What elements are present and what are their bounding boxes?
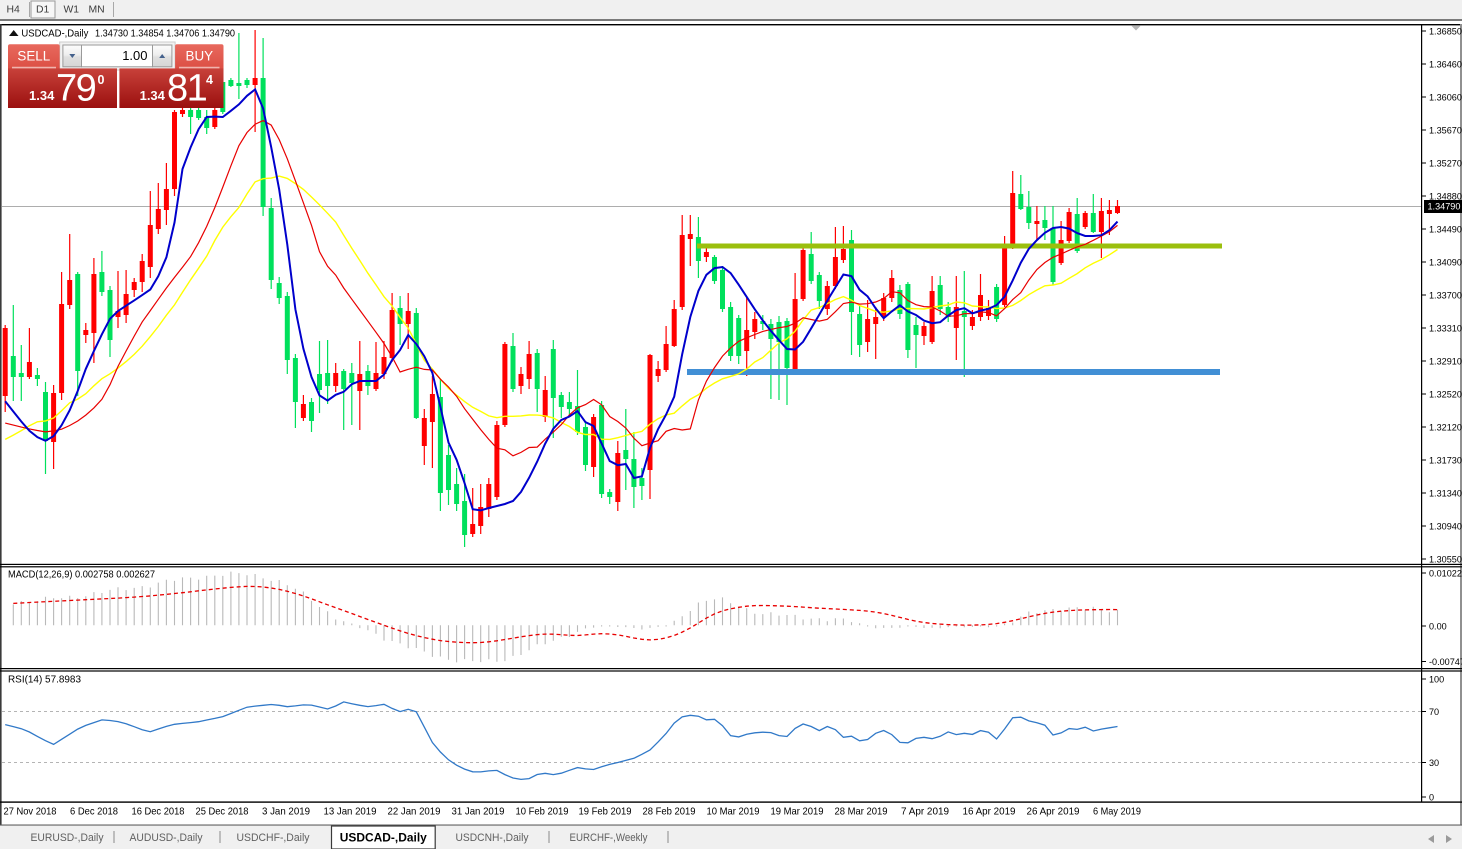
svg-text:1.34790: 1.34790	[1428, 202, 1461, 212]
svg-text:MACD(12,26,9) 0.002758 0.00262: MACD(12,26,9) 0.002758 0.002627	[8, 569, 155, 580]
svg-text:13 Jan 2019: 13 Jan 2019	[324, 807, 377, 818]
svg-text:1.33700: 1.33700	[1429, 291, 1462, 301]
svg-text:3 Jan 2019: 3 Jan 2019	[262, 807, 310, 818]
svg-text:0: 0	[1429, 793, 1434, 803]
svg-text:81: 81	[167, 68, 207, 110]
svg-text:10 Mar 2019: 10 Mar 2019	[707, 807, 760, 818]
svg-text:RSI(14) 57.8983: RSI(14) 57.8983	[8, 674, 81, 685]
svg-text:1.35670: 1.35670	[1429, 126, 1462, 136]
svg-text:0.00: 0.00	[1429, 622, 1447, 632]
svg-text:1.34880: 1.34880	[1429, 192, 1462, 202]
svg-text:6 Dec 2018: 6 Dec 2018	[70, 807, 118, 818]
svg-text:1.32520: 1.32520	[1429, 390, 1462, 400]
svg-text:16 Dec 2018: 16 Dec 2018	[132, 807, 185, 818]
svg-text:26 Apr 2019: 26 Apr 2019	[1027, 807, 1080, 818]
svg-text:USDCAD-,Daily: USDCAD-,Daily	[21, 28, 89, 39]
svg-text:22 Jan 2019: 22 Jan 2019	[388, 807, 441, 818]
svg-text:19 Mar 2019: 19 Mar 2019	[771, 807, 824, 818]
svg-text:6 May 2019: 6 May 2019	[1093, 807, 1141, 818]
svg-text:70: 70	[1429, 707, 1439, 717]
svg-text:1.34490: 1.34490	[1429, 225, 1462, 235]
svg-text:EURCHF-,Weekly: EURCHF-,Weekly	[570, 832, 648, 844]
svg-text:1.34: 1.34	[140, 88, 166, 103]
svg-text:1.31340: 1.31340	[1429, 489, 1462, 499]
svg-text:100: 100	[1429, 675, 1444, 685]
svg-text:0: 0	[98, 73, 105, 87]
svg-text:1.34: 1.34	[29, 88, 55, 103]
svg-text:1.34090: 1.34090	[1429, 258, 1462, 268]
svg-text:EURUSD-,Daily: EURUSD-,Daily	[31, 832, 104, 844]
svg-text:1.30940: 1.30940	[1429, 522, 1462, 532]
svg-text:H4: H4	[7, 5, 21, 16]
svg-text:7 Apr 2019: 7 Apr 2019	[901, 807, 949, 818]
svg-text:USDCAD-,Daily: USDCAD-,Daily	[340, 832, 428, 845]
svg-text:0.0102297: 0.0102297	[1429, 569, 1462, 579]
svg-text:27 Nov 2018: 27 Nov 2018	[4, 807, 57, 818]
svg-text:28 Mar 2019: 28 Mar 2019	[835, 807, 888, 818]
svg-text:BUY: BUY	[186, 49, 214, 64]
svg-text:SELL: SELL	[17, 49, 50, 64]
svg-text:1.36060: 1.36060	[1429, 93, 1462, 103]
svg-text:MN: MN	[89, 5, 105, 16]
svg-text:1.35270: 1.35270	[1429, 159, 1462, 169]
svg-text:1.32910: 1.32910	[1429, 357, 1462, 367]
svg-text:31 Jan 2019: 31 Jan 2019	[452, 807, 505, 818]
svg-text:-0.0074717: -0.0074717	[1429, 657, 1462, 667]
svg-text:USDCHF-,Daily: USDCHF-,Daily	[237, 832, 310, 844]
svg-text:19 Feb 2019: 19 Feb 2019	[579, 807, 632, 818]
svg-text:25 Dec 2018: 25 Dec 2018	[196, 807, 249, 818]
svg-text:10 Feb 2019: 10 Feb 2019	[516, 807, 569, 818]
svg-text:79: 79	[56, 68, 96, 110]
svg-text:AUDUSD-,Daily: AUDUSD-,Daily	[130, 832, 203, 844]
svg-text:W1: W1	[64, 5, 80, 16]
svg-text:1.34730 1.34854 1.34706 1.3479: 1.34730 1.34854 1.34706 1.34790	[95, 28, 235, 39]
svg-text:30: 30	[1429, 758, 1439, 768]
svg-text:16 Apr 2019: 16 Apr 2019	[963, 807, 1016, 818]
svg-text:USDCNH-,Daily: USDCNH-,Daily	[456, 832, 529, 844]
svg-text:1.36460: 1.36460	[1429, 60, 1462, 70]
svg-text:1.36850: 1.36850	[1429, 27, 1462, 37]
svg-text:D1: D1	[36, 5, 50, 16]
svg-text:1.33310: 1.33310	[1429, 324, 1462, 334]
svg-text:4: 4	[206, 73, 213, 87]
svg-text:1.30550: 1.30550	[1429, 555, 1462, 565]
svg-text:1.31730: 1.31730	[1429, 456, 1462, 466]
svg-text:1.00: 1.00	[122, 48, 147, 63]
svg-text:28 Feb 2019: 28 Feb 2019	[643, 807, 696, 818]
svg-text:1.32120: 1.32120	[1429, 423, 1462, 433]
